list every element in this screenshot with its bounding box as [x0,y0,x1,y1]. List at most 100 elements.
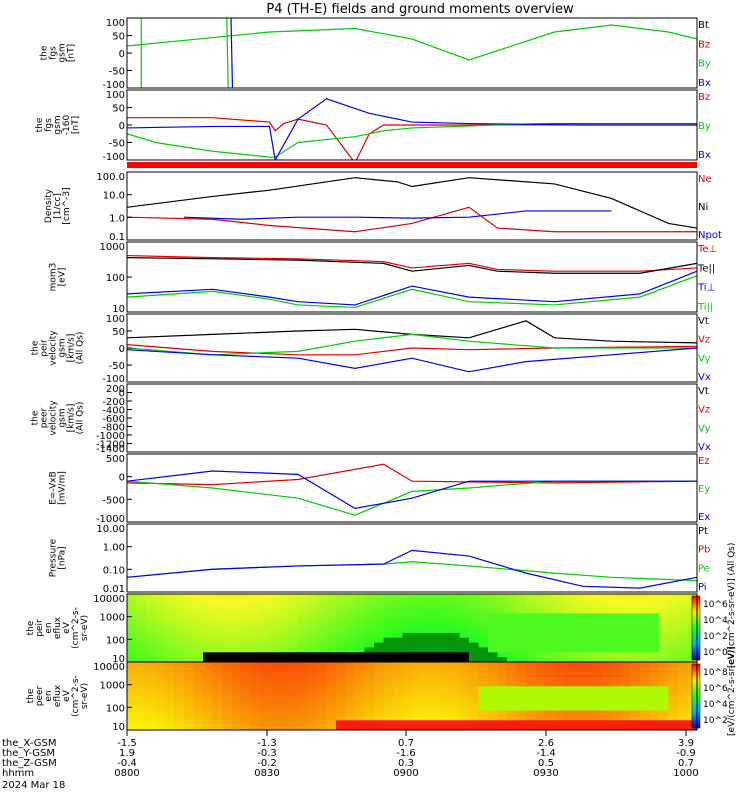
heatmap-cell [488,671,498,678]
heatmap-cell [231,647,242,653]
heatmap-cell [231,613,242,619]
heatmap-cell [649,632,660,639]
heatmap-cell [668,715,679,721]
heatmap-cell [640,686,650,692]
heatmap-cell [317,676,327,682]
heatmap-cell [127,715,137,721]
heatmap-cell [630,623,641,629]
heatmap-cell [231,705,242,712]
heatmap-cell [364,632,375,639]
heatmap-cell [393,642,403,648]
heatmap-cell [165,696,175,702]
heatmap-cell [269,725,280,730]
heatmap-cell [431,725,441,730]
heatmap-cell [127,686,137,692]
heatmap-cell [374,705,384,712]
heatmap-cell [383,710,394,716]
heatmap-cell [497,686,508,692]
y-axis-label: thepeerenefluxeV(cm^2-s-sr-eV) [26,675,90,717]
heatmap-cell [459,681,470,687]
heatmap-cell [621,696,631,702]
heatmap-cell [592,691,603,697]
heatmap-cell [279,623,289,629]
heatmap-cell [630,686,641,692]
heatmap-cell [431,671,441,678]
heatmap-cell [203,710,213,716]
y-tick-label: -500 [102,495,125,506]
heatmap-cell [355,657,365,662]
heatmap-cell [317,696,327,702]
heatmap-cell [649,666,660,673]
heatmap-cell [241,657,251,662]
heatmap-cell [450,657,460,662]
heatmap-cell [127,623,137,629]
heatmap-cell [678,613,688,619]
heatmap-cell [431,715,441,721]
heatmap-spec_elec [127,662,697,730]
heatmap-cell [431,700,441,707]
heatmap-cell [497,715,508,721]
heatmap-cell [279,715,289,721]
heatmap-cell [298,657,308,662]
heatmap-cell [193,662,204,668]
heatmap-cell [535,662,546,668]
heatmap-cell [507,686,517,692]
heatmap-cell [288,603,299,610]
heatmap-cell [516,666,527,673]
heatmap-cell [554,594,565,600]
heatmap-cell [611,710,622,716]
heatmap-cell [241,603,251,610]
heatmap-cell [184,618,194,624]
y-label-line: en [44,690,54,701]
legend-entry: Ti|| [697,302,713,313]
heatmap-cell [402,705,413,712]
y-tick-label: 0.1 [109,232,125,243]
heatmap-cell [450,637,460,644]
heatmap-cell [592,647,603,653]
heatmap-cell [592,613,603,619]
colorbar: 10^810^610^410^2 [eV/(cm^2-s-sr-eV)] [691,646,737,736]
heatmap-cell [269,628,280,634]
heatmap-cell [317,603,327,610]
heatmap-cell [174,613,185,619]
heatmap-cell [174,715,185,721]
y-tick-label: 1000 [100,242,125,253]
heatmap-cell [611,696,622,702]
heatmap-cell [630,720,641,726]
heatmap-cell [269,637,280,644]
legend-entry: By [698,121,711,132]
heatmap-cell [345,603,356,610]
y-tick-label: 500 [106,454,125,465]
series-line-red [127,117,697,160]
heatmap-cell [421,671,432,678]
heatmap-cell [336,705,346,712]
heatmap-cell [326,715,337,721]
heatmap-cell [573,725,584,730]
heatmap-cell [374,594,384,600]
heatmap-cell [621,681,631,687]
heatmap-cell [450,696,460,702]
heatmap-cell [174,681,185,687]
y-tick-label: 0 [119,389,125,400]
heatmap-cell [507,715,517,721]
heatmap-cell [212,657,223,662]
heatmap-cell [421,696,432,702]
heatmap-cell [621,691,631,697]
heatmap-cell [241,676,251,682]
heatmap-cell [450,686,460,692]
heatmap-cell [336,671,346,678]
heatmap-cell [355,642,365,648]
series-line-blue [127,549,697,589]
heatmap-cell [621,632,631,639]
heatmap-cell [269,676,280,682]
heatmap-cell [260,647,270,653]
heatmap-cell [583,676,593,682]
heatmap-cell [345,637,356,644]
heatmap-cell [526,618,536,624]
y-label-line: gsm [53,115,63,134]
heatmap-cell [212,671,223,678]
heatmap-cell [279,666,289,673]
